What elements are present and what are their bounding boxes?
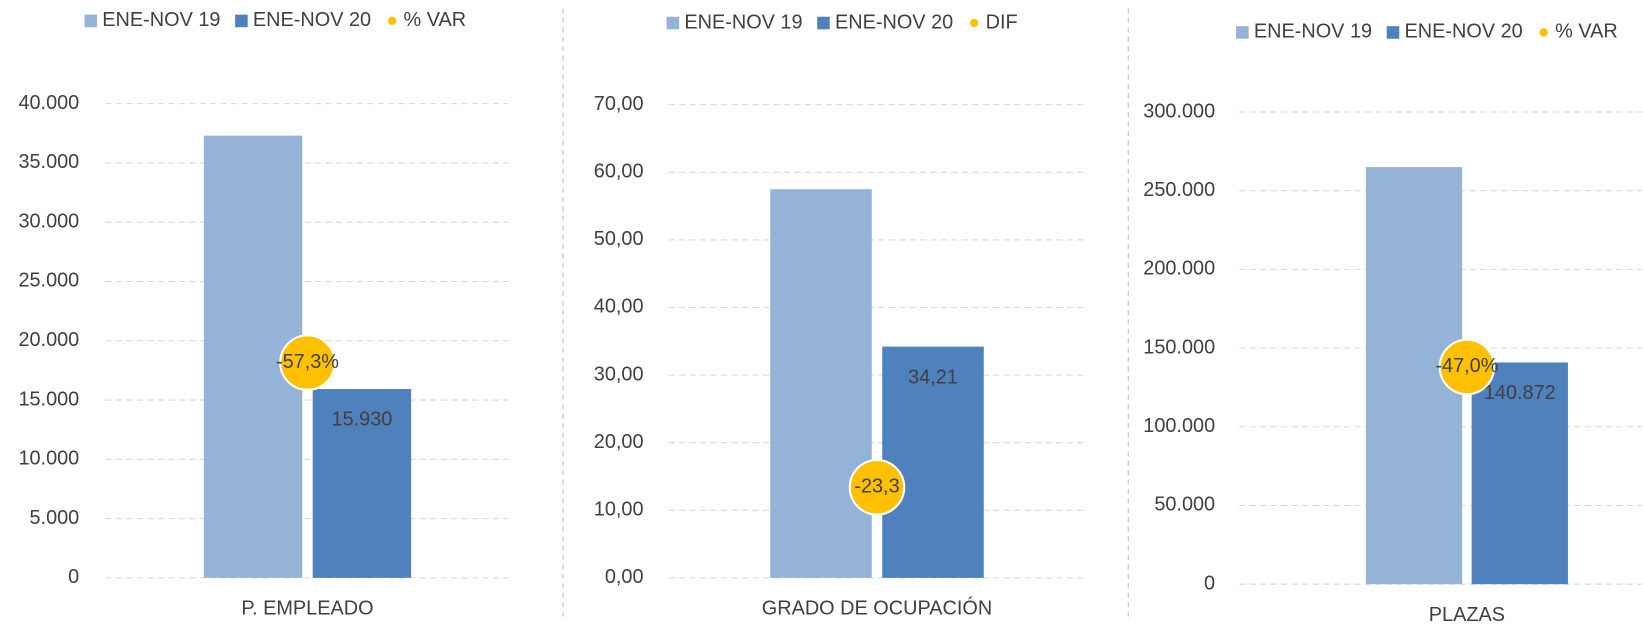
y-tick-label: 50.000 xyxy=(1154,494,1215,516)
data-label: 34,21 xyxy=(908,366,958,388)
y-tick-label: 40,00 xyxy=(594,296,644,318)
legend-marker xyxy=(84,14,98,28)
legend-label: ENE-NOV 20 xyxy=(253,9,371,31)
y-tick-label: 30,00 xyxy=(594,363,644,385)
legend-label: ENE-NOV 20 xyxy=(1405,21,1523,43)
y-tick-label: 300.000 xyxy=(1143,100,1215,122)
legend-marker xyxy=(1539,28,1548,37)
data-label: 15.930 xyxy=(332,409,393,431)
bubble-label: -23,3 xyxy=(854,476,899,498)
y-tick-label: 0 xyxy=(1204,572,1215,594)
y-tick-label: 60,00 xyxy=(594,161,644,183)
x-tick-label: PLAZAS xyxy=(1429,604,1505,625)
y-tick-label: 0 xyxy=(68,566,79,588)
bubble-label: -57,3% xyxy=(276,351,339,373)
x-tick-label: GRADO DE OCUPACIÓN xyxy=(762,597,992,620)
y-tick-label: 50,00 xyxy=(594,228,644,250)
y-tick-label: 10,00 xyxy=(594,499,644,521)
y-tick-label: 70,00 xyxy=(594,93,644,115)
bubble xyxy=(848,459,906,516)
y-tick-label: 30.000 xyxy=(18,210,79,232)
legend-marker xyxy=(1386,26,1400,39)
bar xyxy=(1471,362,1568,585)
legend-marker xyxy=(817,16,830,30)
legend-marker xyxy=(969,18,979,28)
y-tick-label: 10.000 xyxy=(18,448,79,470)
legend-label: ENE-NOV 19 xyxy=(1254,21,1372,43)
y-tick-label: 20.000 xyxy=(18,329,79,351)
y-tick-label: 15.000 xyxy=(18,388,79,410)
y-tick-label: 100.000 xyxy=(1143,415,1215,437)
y-tick-label: 25.000 xyxy=(18,270,79,292)
y-tick-label: 0,00 xyxy=(605,566,644,588)
y-tick-label: 40.000 xyxy=(18,92,79,114)
legend-label: ENE-NOV 19 xyxy=(102,9,220,31)
legend-label: % VAR xyxy=(1555,21,1618,43)
y-tick-label: 200.000 xyxy=(1143,258,1215,280)
legend-marker xyxy=(666,16,680,30)
legend-marker xyxy=(1236,26,1249,39)
bubble xyxy=(1438,338,1496,396)
legend-label: ENE-NOV 19 xyxy=(684,11,802,33)
legend-marker xyxy=(387,16,397,26)
y-tick-label: 35.000 xyxy=(18,151,79,173)
data-label: 140.872 xyxy=(1484,382,1556,404)
y-tick-label: 20,00 xyxy=(594,431,644,453)
legend-label: ENE-NOV 20 xyxy=(835,11,953,33)
bar xyxy=(770,189,872,578)
bar xyxy=(882,346,984,578)
y-tick-label: 250.000 xyxy=(1143,179,1215,201)
bubble-label: -47,0% xyxy=(1435,355,1498,377)
y-tick-label: 150.000 xyxy=(1143,336,1215,358)
y-tick-label: 5.000 xyxy=(29,507,79,529)
legend-label: % VAR xyxy=(404,9,467,31)
bubble xyxy=(279,334,336,391)
legend-label: DIF xyxy=(986,11,1018,33)
x-tick-label: P. EMPLEADO xyxy=(241,598,373,620)
bar xyxy=(312,389,412,578)
legend-marker xyxy=(235,14,248,28)
